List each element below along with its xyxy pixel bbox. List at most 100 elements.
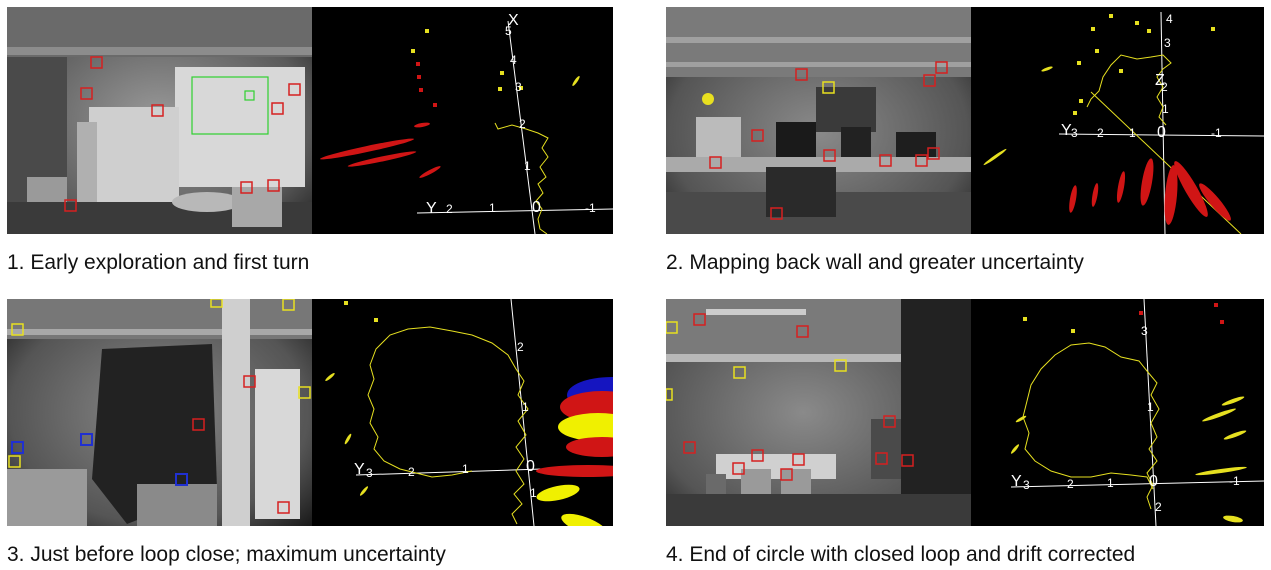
predicted-box	[11, 323, 24, 336]
y-axis-label: Y	[1011, 473, 1022, 490]
y-axis-label: Y	[1061, 122, 1072, 139]
x-tick-label: 2	[519, 117, 526, 131]
feature-box	[683, 441, 696, 454]
feature-box	[693, 313, 706, 326]
landmark	[1077, 61, 1081, 65]
uncertainty-ellipse	[1069, 185, 1077, 213]
landmark	[1091, 27, 1095, 31]
map-plot-3: Y 2 1 1 3 2 1 0	[325, 299, 613, 526]
uncertainty-ellipse	[558, 413, 613, 441]
y-axis	[1010, 480, 1264, 488]
feature-box	[879, 154, 892, 167]
feature-box	[90, 56, 103, 69]
feature-box	[935, 61, 948, 74]
x-axis-label: Z	[1155, 72, 1165, 89]
y-tick-label: 3	[1023, 478, 1030, 492]
uncertainty-ellipse	[1202, 408, 1236, 422]
y-axis	[1058, 133, 1264, 137]
feature-box	[901, 454, 914, 467]
x-tick-label: 4	[1166, 12, 1173, 26]
x-tick-label: 3	[1164, 36, 1171, 50]
feature-box	[80, 87, 93, 100]
predicted-box	[834, 359, 847, 372]
feature-box	[770, 207, 783, 220]
trajectory	[1086, 54, 1172, 126]
feature-box	[751, 449, 764, 462]
landmark	[425, 29, 429, 33]
feature-box	[271, 102, 284, 115]
y-tick-label: 3	[1071, 126, 1078, 140]
uncertainty-ellipse	[1140, 158, 1154, 206]
x-tick-label: 4	[510, 53, 517, 67]
x-axis	[1143, 299, 1157, 526]
landmark	[1073, 111, 1077, 115]
feature-box	[780, 468, 793, 481]
x-tick-label: 2	[517, 340, 524, 354]
y-tick-label: 3	[366, 466, 373, 480]
y-tick-label: -1	[1211, 126, 1222, 140]
x-tick-label: 1	[530, 486, 537, 500]
camera-view-1	[7, 7, 312, 234]
landmark	[1023, 317, 1027, 321]
search-region	[191, 76, 269, 135]
y-tick-label: -1	[1229, 474, 1240, 488]
predicted-box	[822, 81, 835, 94]
feature-box	[709, 156, 722, 169]
uncertainty-ellipse	[983, 148, 1007, 166]
landmark	[1147, 29, 1151, 33]
map-plot-2: Z Y 4 3 2 1 3 2 1 0 -1	[983, 11, 1264, 234]
uncertainty-ellipse	[566, 437, 613, 457]
predicted-box	[244, 90, 255, 101]
landmark	[1214, 303, 1218, 307]
feature-box	[151, 104, 164, 117]
y-tick-label: 1	[462, 462, 469, 476]
predicted-box	[298, 386, 311, 399]
landmark	[1135, 21, 1139, 25]
x-tick-label: 1	[524, 159, 531, 173]
failed-box	[80, 433, 93, 446]
uncertainty-ellipse	[536, 465, 613, 477]
feature-box	[927, 147, 940, 160]
y-tick-label: 0	[1157, 124, 1166, 141]
x-axis-label: X	[508, 12, 519, 29]
feature-box	[64, 199, 77, 212]
y-tick-label: 2	[446, 202, 453, 216]
feature-box	[751, 129, 764, 142]
landmark	[1071, 329, 1075, 333]
feature-box	[875, 452, 888, 465]
camera-view-4	[666, 299, 971, 526]
uncertainty-ellipse	[359, 486, 369, 496]
landmark	[416, 62, 420, 66]
feature-box	[796, 325, 809, 338]
map-view-1: X Y 5 4 3 2 1 2 1 0 -1	[312, 7, 613, 234]
feature-box	[823, 149, 836, 162]
landmark	[519, 86, 523, 90]
uncertainty-ellipse	[1041, 66, 1053, 72]
map-view-4: Y 3 1 2 3 2 1 0 -1	[971, 299, 1264, 526]
y-tick-label: 1	[1107, 476, 1114, 490]
uncertainty-ellipse	[347, 151, 417, 167]
uncertainty-ellipse	[1116, 171, 1126, 203]
feature-box	[883, 415, 896, 428]
landmark	[1119, 69, 1123, 73]
uncertainty-ellipse	[572, 76, 580, 86]
trajectory	[367, 326, 529, 525]
camera-view-3	[7, 299, 312, 526]
uncertainty-ellipse	[561, 513, 607, 526]
landmark	[1220, 320, 1224, 324]
feature-box	[267, 179, 280, 192]
feature-box	[915, 154, 928, 167]
y-tick-label: 2	[408, 465, 415, 479]
y-axis-label: Y	[426, 200, 437, 217]
y-tick-label: -1	[585, 201, 596, 215]
uncertainty-ellipse	[1199, 183, 1231, 221]
failed-box	[11, 441, 24, 454]
uncertainty-ellipse	[1221, 396, 1245, 406]
x-tick-label: 2	[1161, 80, 1168, 94]
map-plot-4: Y 3 1 2 3 2 1 0 -1	[1010, 299, 1264, 526]
uncertainty-ellipse	[414, 122, 430, 128]
x-tick-label: 1	[1162, 102, 1169, 116]
camera-image-2	[666, 7, 971, 234]
y-tick-label: 0	[1149, 473, 1158, 490]
camera-image-3	[7, 299, 312, 526]
